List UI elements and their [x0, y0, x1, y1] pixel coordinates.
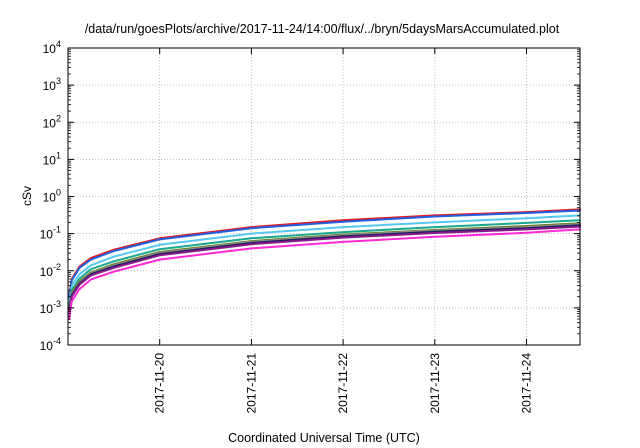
y-axis: 10-4 10-3 10-2 10-1 100 101 102 103 104	[40, 39, 580, 353]
series-line-2	[68, 209, 581, 300]
x-tick-label: 2017-11-24	[520, 353, 534, 414]
y-tick-label: 100	[43, 188, 61, 205]
x-axis-label: Coordinated Universal Time (UTC)	[228, 431, 420, 445]
chart-title: /data/run/goesPlots/archive/2017-11-24/1…	[85, 22, 560, 36]
x-tick-label: 2017-11-21	[244, 353, 258, 414]
y-tick-label: 104	[43, 39, 61, 56]
x-tick-label: 2017-11-23	[428, 353, 442, 414]
series-line-9	[68, 228, 581, 321]
y-axis-label: cSv	[20, 186, 34, 206]
series-lines	[68, 208, 581, 321]
series-line-8	[68, 225, 581, 315]
series-line-3	[68, 214, 581, 306]
grid	[68, 48, 580, 345]
y-tick-label: 102	[43, 113, 61, 130]
y-tick-label: 101	[43, 150, 61, 167]
x-tick-label: 2017-11-22	[336, 353, 350, 414]
x-tick-label: 2017-11-20	[153, 353, 167, 414]
y-tick-label: 10-4	[40, 336, 61, 353]
y-tick-label: 10-2	[40, 262, 61, 279]
x-axis: 2017-11-20 2017-11-21 2017-11-22 2017-11-23…	[153, 48, 534, 414]
y-tick-label: 10-3	[40, 299, 61, 316]
y-tick-label: 103	[43, 76, 61, 93]
y-tick-label: 10-1	[40, 225, 61, 242]
series-line-4	[68, 219, 581, 309]
